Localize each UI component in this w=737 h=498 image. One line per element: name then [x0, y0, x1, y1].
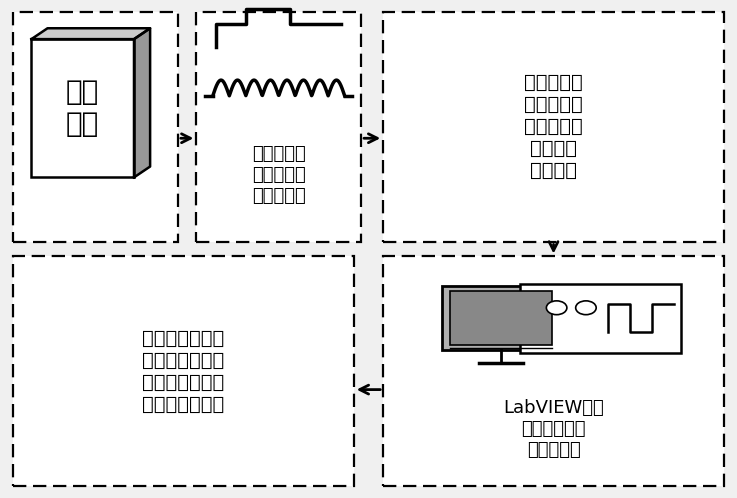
Bar	[383, 12, 724, 242]
Circle shape	[576, 301, 596, 315]
Text: 功率、力、
振动、温度
等信号采集: 功率、力、 振动、温度 等信号采集	[252, 145, 306, 205]
Text: 切削
刀具: 切削 刀具	[66, 78, 99, 138]
Polygon shape	[134, 28, 150, 177]
Bar	[196, 12, 361, 242]
Bar	[383, 256, 724, 486]
Bar	[13, 256, 354, 486]
Text: 拟合刀具磨
损量关于采
集信号及切
削参数的
感知方程: 拟合刀具磨 损量关于采 集信号及切 削参数的 感知方程	[524, 73, 583, 180]
Polygon shape	[32, 28, 150, 39]
Bar	[32, 39, 134, 177]
Text: LabVIEW集成
刀具磨损感知
的软件平台: LabVIEW集成 刀具磨损感知 的软件平台	[503, 399, 604, 459]
Text: 通过多信号采集
和感知方程的求
解实现刀具磨损
的实时在线监测: 通过多信号采集 和感知方程的求 解实现刀具磨损 的实时在线监测	[142, 329, 225, 414]
Bar	[520, 283, 681, 353]
Circle shape	[546, 301, 567, 315]
Bar	[450, 291, 552, 345]
Bar	[442, 286, 559, 350]
Bar	[13, 12, 178, 242]
